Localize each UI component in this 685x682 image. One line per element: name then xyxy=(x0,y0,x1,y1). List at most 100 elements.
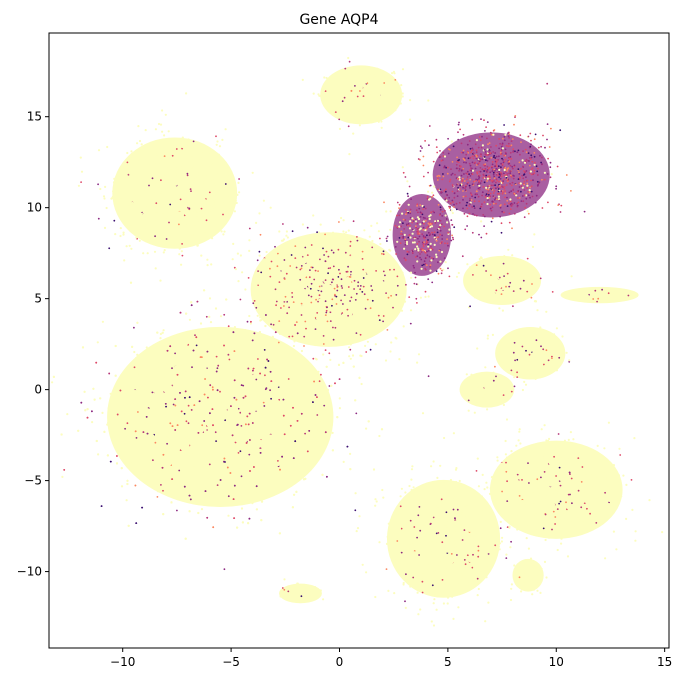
point xyxy=(138,212,141,215)
point xyxy=(337,76,340,79)
point xyxy=(505,176,508,179)
point xyxy=(365,571,368,574)
point xyxy=(471,566,474,569)
point xyxy=(248,517,251,520)
point xyxy=(602,471,606,474)
point xyxy=(269,439,272,442)
point xyxy=(505,184,508,186)
point xyxy=(316,248,319,252)
point xyxy=(533,233,536,236)
point xyxy=(441,215,444,217)
point xyxy=(480,236,483,239)
point xyxy=(346,277,349,280)
point xyxy=(303,314,306,317)
point xyxy=(416,361,419,364)
point xyxy=(272,323,275,326)
point xyxy=(421,233,424,236)
point xyxy=(155,146,158,149)
point xyxy=(432,257,435,260)
point xyxy=(422,229,425,231)
point xyxy=(481,158,484,161)
point xyxy=(144,189,147,192)
point xyxy=(419,576,422,579)
point xyxy=(321,253,324,256)
point xyxy=(274,288,277,291)
point xyxy=(138,442,141,445)
point xyxy=(449,511,452,515)
point xyxy=(164,173,167,176)
point xyxy=(510,190,513,193)
point xyxy=(329,99,332,102)
point xyxy=(219,454,222,457)
point xyxy=(193,210,196,213)
point xyxy=(498,176,500,179)
point xyxy=(284,328,287,331)
point xyxy=(361,563,364,566)
point xyxy=(186,184,189,187)
point xyxy=(478,157,481,160)
point xyxy=(416,243,419,245)
point xyxy=(311,390,314,393)
point xyxy=(129,192,132,195)
point xyxy=(331,431,334,434)
point xyxy=(420,212,423,215)
point xyxy=(222,200,225,203)
point xyxy=(440,242,443,244)
point xyxy=(461,512,464,516)
point xyxy=(84,409,87,412)
point xyxy=(406,224,409,227)
point xyxy=(448,196,451,199)
point xyxy=(112,190,115,193)
point xyxy=(456,554,458,556)
point xyxy=(362,285,365,288)
point xyxy=(206,156,210,159)
point xyxy=(446,556,450,559)
point xyxy=(443,257,446,259)
point xyxy=(91,421,94,424)
point xyxy=(321,275,325,279)
point xyxy=(432,533,435,536)
point xyxy=(530,156,533,159)
point xyxy=(226,208,229,211)
point xyxy=(157,420,160,423)
point xyxy=(384,274,386,277)
point xyxy=(278,332,282,335)
point xyxy=(494,500,497,503)
point xyxy=(449,178,452,181)
point xyxy=(462,186,464,189)
point xyxy=(540,161,542,164)
point xyxy=(401,233,404,236)
point xyxy=(263,349,266,351)
point xyxy=(240,411,244,414)
point xyxy=(162,453,165,456)
cluster-mid-right xyxy=(463,255,542,306)
point xyxy=(198,400,201,403)
point xyxy=(256,453,259,457)
point xyxy=(456,195,459,198)
point xyxy=(381,488,384,492)
point xyxy=(191,181,194,184)
point xyxy=(393,91,396,94)
point xyxy=(484,512,487,515)
point xyxy=(436,228,439,231)
point xyxy=(168,221,170,224)
point xyxy=(162,375,165,379)
point xyxy=(332,251,335,254)
point xyxy=(410,198,412,201)
point xyxy=(247,522,250,525)
point xyxy=(491,522,494,525)
point xyxy=(218,145,222,148)
point xyxy=(346,310,349,313)
point xyxy=(234,375,237,378)
point xyxy=(319,223,322,226)
point xyxy=(214,307,218,310)
point xyxy=(177,189,180,192)
point xyxy=(200,508,204,511)
point xyxy=(268,410,271,413)
point xyxy=(101,320,104,323)
point xyxy=(329,269,332,272)
point xyxy=(190,190,192,193)
point xyxy=(447,200,450,203)
point xyxy=(475,154,477,157)
point xyxy=(290,440,293,443)
